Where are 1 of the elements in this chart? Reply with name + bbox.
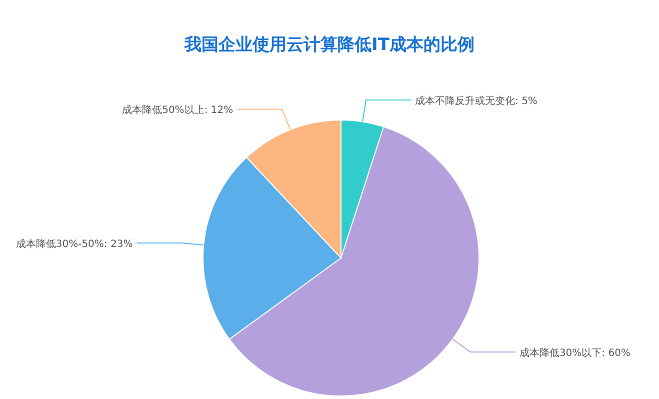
chart-title: 我国企业使用云计算降低IT成本的比例: [184, 35, 474, 55]
